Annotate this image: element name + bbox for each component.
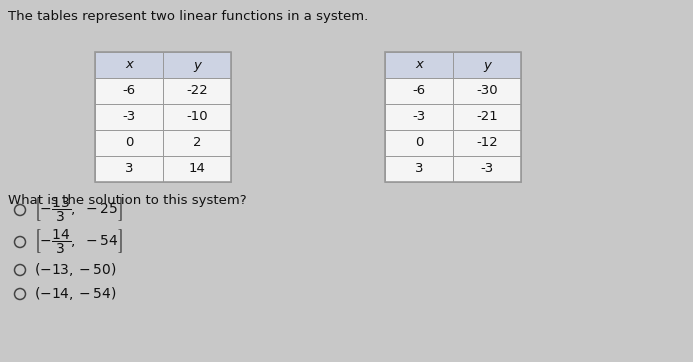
Bar [163,104,231,130]
Bar [453,78,521,104]
Bar [385,104,453,130]
Bar [453,52,521,78]
Text: $\left[-\dfrac{14}{3},\ -54\right]$: $\left[-\dfrac{14}{3},\ -54\right]$ [34,228,123,256]
Text: -6: -6 [412,84,426,97]
Text: -3: -3 [412,110,426,123]
Bar [385,130,453,156]
Bar [163,156,231,182]
Text: y: y [483,59,491,72]
Text: 2: 2 [193,136,201,150]
Text: 14: 14 [188,163,205,176]
Text: 0: 0 [415,136,423,150]
Text: x: x [125,59,133,72]
Text: -10: -10 [186,110,208,123]
Bar [385,156,453,182]
Bar [453,104,521,130]
Text: x: x [415,59,423,72]
Bar [163,130,231,156]
Text: 0: 0 [125,136,133,150]
Bar [385,52,453,78]
Text: 3: 3 [414,163,423,176]
Bar [163,78,231,104]
Text: What is the solution to this system?: What is the solution to this system? [8,194,247,207]
Text: -12: -12 [476,136,498,150]
Text: The tables represent two linear functions in a system.: The tables represent two linear function… [8,10,368,23]
Bar [95,52,163,78]
Bar [453,156,521,182]
Text: 3: 3 [125,163,133,176]
Text: -6: -6 [123,84,136,97]
Text: -30: -30 [476,84,498,97]
Text: -21: -21 [476,110,498,123]
Bar [95,156,163,182]
Bar [95,52,231,182]
Text: $(-14, -54)$: $(-14, -54)$ [34,286,116,303]
Text: -3: -3 [480,163,493,176]
Bar [95,130,163,156]
Bar [95,78,163,104]
Bar [95,104,163,130]
Text: $\left[-\dfrac{13}{3},\ -25\right]$: $\left[-\dfrac{13}{3},\ -25\right]$ [34,196,123,224]
Bar [453,130,521,156]
Bar [163,52,231,78]
Text: y: y [193,59,201,72]
Text: -3: -3 [123,110,136,123]
Text: -22: -22 [186,84,208,97]
Text: $(-13, -50)$: $(-13, -50)$ [34,261,116,278]
Bar [385,78,453,104]
Bar [385,52,521,182]
